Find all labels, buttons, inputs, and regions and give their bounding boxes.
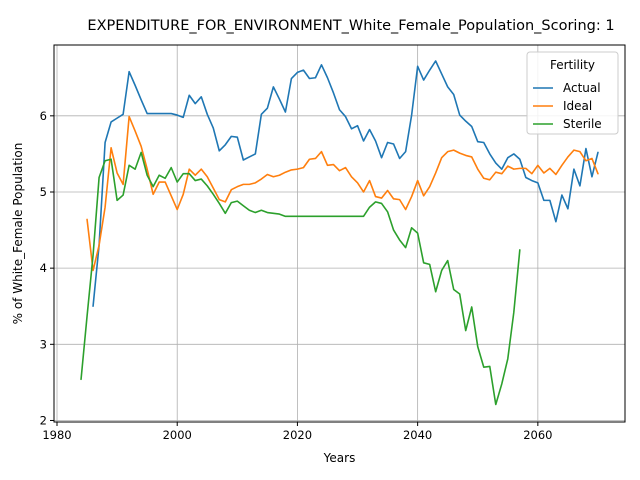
x-tick-label: 2020: [283, 428, 312, 442]
y-tick-label: 6: [40, 109, 47, 123]
x-tick-label: 2000: [163, 428, 192, 442]
y-tick-label: 2: [40, 413, 47, 427]
legend-label-sterile: Sterile: [563, 117, 602, 131]
legend-box: [526, 51, 619, 135]
legend-label-ideal: Ideal: [563, 99, 592, 113]
legend: Fertility Actual Ideal Sterile: [526, 51, 619, 135]
series-line-actual: [92, 60, 599, 308]
y-tick-label: 3: [40, 337, 47, 351]
series-layer: [80, 60, 599, 406]
series-line-ideal: [86, 115, 599, 272]
y-tick-label: 5: [40, 185, 47, 199]
x-axis-label: Years: [323, 451, 356, 465]
chart-title: EXPENDITURE_FOR_ENVIRONMENT_White_Female…: [87, 18, 614, 34]
y-tick-label: 4: [40, 261, 47, 275]
y-axis-label: % of White_Female Population: [11, 143, 25, 325]
legend-label-actual: Actual: [563, 81, 601, 95]
legend-title: Fertility: [550, 58, 595, 72]
x-tick-label: 2060: [523, 428, 552, 442]
x-tick-label: 2040: [403, 428, 432, 442]
series-line-sterile: [80, 151, 521, 406]
y-axis-ticks: 2 3 4 5 6: [40, 109, 54, 427]
legend-entries: Actual Ideal Sterile: [533, 81, 602, 131]
axes-frame: [53, 44, 626, 423]
x-axis-ticks: 1980 2000 2020 2040 2060: [42, 422, 552, 442]
x-tick-label: 1980: [42, 428, 71, 442]
